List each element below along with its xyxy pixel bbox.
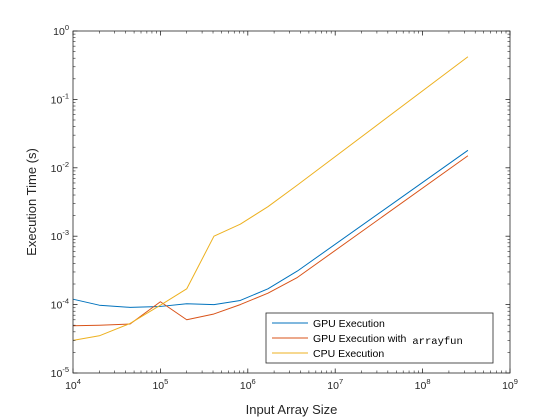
y-tick-label: 10-1	[51, 91, 69, 106]
x-axis-label: Input Array Size	[246, 402, 338, 417]
y-tick-label: 10-5	[51, 365, 69, 380]
series-line-3	[72, 56, 469, 341]
y-tick-label: 10-3	[51, 228, 69, 243]
series-line-2	[72, 155, 469, 327]
legend: GPU Execution GPU Execution with arrayfunC…	[265, 312, 494, 364]
legend-label-1: GPU Execution	[313, 318, 385, 330]
axes-box	[72, 30, 511, 374]
y-axis-label: Execution Time (s)	[24, 148, 39, 256]
x-tick-label: 108	[415, 377, 431, 392]
y-tick-label: 10-2	[51, 160, 69, 175]
y-tick-label: 100	[53, 23, 69, 38]
series-line-1	[72, 149, 469, 308]
x-tick-label: 106	[240, 377, 256, 392]
x-tick-label: 104	[65, 377, 81, 392]
x-tick-label: 107	[327, 377, 343, 392]
tick-layer: 104 105 106 107 108 109 10-5 10-4 10-3 10-2 10-1 10…	[51, 23, 518, 392]
x-tick-label: 109	[502, 377, 518, 392]
x-tick-label: 105	[152, 377, 168, 392]
series-layer	[72, 56, 469, 341]
legend-label-2: GPU Execution with arrayfun	[313, 333, 463, 348]
y-tick-label: 10-4	[51, 297, 69, 312]
legend-label-3: CPU Execution	[313, 348, 384, 360]
